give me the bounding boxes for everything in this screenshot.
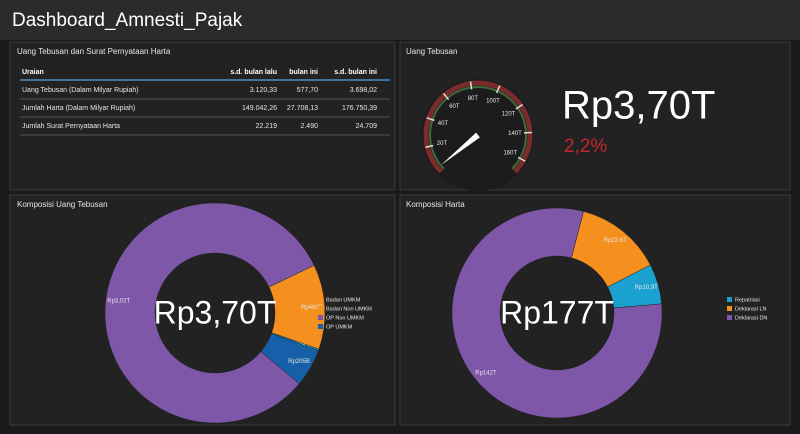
- table-cell: 2.490: [300, 123, 318, 130]
- table-cell: 27.708,13: [287, 105, 318, 112]
- gauge-tick: [495, 85, 501, 94]
- slice-label: Rp142T: [475, 371, 497, 377]
- table-cell: Jumlah Harta (Dalam Milyar Rupiah): [22, 105, 135, 112]
- gauge-tick: [515, 103, 523, 110]
- table-cell: 577,70: [297, 87, 319, 94]
- gauge-tick-label: 40T: [438, 121, 449, 127]
- slice-label: Rp10,9T: [635, 285, 658, 291]
- legend-swatch: [318, 306, 323, 311]
- legend-swatch: [727, 315, 732, 320]
- table-cell: Uang Tebusan (Dalam Milyar Rupiah): [22, 87, 139, 94]
- legend-label: Badan UMKM: [326, 297, 361, 303]
- legend-label: Repatriasi: [735, 297, 760, 303]
- gauge-tick: [469, 81, 473, 90]
- legend-swatch: [318, 315, 323, 320]
- dashboard-title: Dashboard_Amnesti_Pajak: [12, 10, 243, 31]
- column-header: bulan ini: [289, 69, 318, 76]
- gauge-tick-label: 20T: [437, 141, 448, 147]
- panel-title: Komposisi Uang Tebusan: [17, 200, 108, 209]
- gauge-tick-label: 140T: [508, 131, 522, 137]
- slice-label: Rp23,6T: [604, 238, 627, 244]
- table-cell: 176.750,39: [342, 105, 377, 112]
- legend-label: Deklarasi LN: [735, 306, 767, 312]
- legend-swatch: [727, 306, 732, 311]
- gauge-tick-label: 160T: [503, 151, 517, 157]
- legend-swatch: [727, 297, 732, 302]
- gauge-tick: [426, 117, 435, 122]
- table-cell: 3.120,33: [250, 87, 277, 94]
- header-bar: [0, 0, 800, 40]
- column-header: s.d. bulan lalu: [230, 69, 277, 76]
- donut-center: Rp3,70T: [154, 294, 277, 330]
- slice-label: Rp460B: [301, 305, 323, 311]
- panel-title: Uang Tebusan: [406, 47, 457, 56]
- gauge-tick: [517, 156, 526, 162]
- table-cell: 149.042,26: [242, 105, 277, 112]
- gauge-tick-label: 120T: [502, 112, 516, 118]
- gauge-tick: [442, 92, 450, 101]
- gauge-rim: [429, 86, 527, 170]
- slice-label: Rp3,02T: [107, 299, 130, 305]
- column-header: s.d. bulan ini: [334, 69, 377, 76]
- slice-label: Rp205B: [288, 359, 310, 365]
- column-header: Uraian: [22, 69, 44, 76]
- legend-label: Deklarasi DN: [735, 315, 767, 321]
- donut-slice: [260, 333, 319, 385]
- donut-slice: [451, 207, 663, 419]
- gauge-value: Rp3,70T: [562, 84, 715, 128]
- table-cell: 22.219: [256, 123, 278, 130]
- legend-label: Badan Non UMKM: [326, 306, 372, 312]
- legend-label: OP Non UMKM: [326, 315, 364, 321]
- table-cell: 3.698,02: [350, 87, 377, 94]
- gauge-rim: [423, 80, 533, 174]
- legend-swatch: [318, 324, 323, 329]
- gauge-tick-label: 60T: [449, 104, 460, 110]
- donut-slice: [104, 202, 315, 424]
- donut-center: Rp177T: [500, 294, 614, 330]
- panel: [9, 41, 396, 191]
- table-cell: 24.709: [356, 123, 378, 130]
- gauge-tick-label: 100T: [486, 99, 500, 105]
- gauge-tick: [425, 144, 434, 149]
- legend-label: OP UMKM: [326, 324, 353, 330]
- gauge-tick-label: 80T: [468, 96, 479, 102]
- gauge-change: 2,2%: [564, 136, 607, 157]
- panel-title: Uang Tebusan dan Surat Pernyataan Harta: [17, 47, 171, 56]
- table-cell: Jumlah Surat Pernyataan Harta: [22, 123, 120, 130]
- gauge-needle: [440, 132, 480, 166]
- panel-title: Komposisi Harta: [406, 200, 465, 209]
